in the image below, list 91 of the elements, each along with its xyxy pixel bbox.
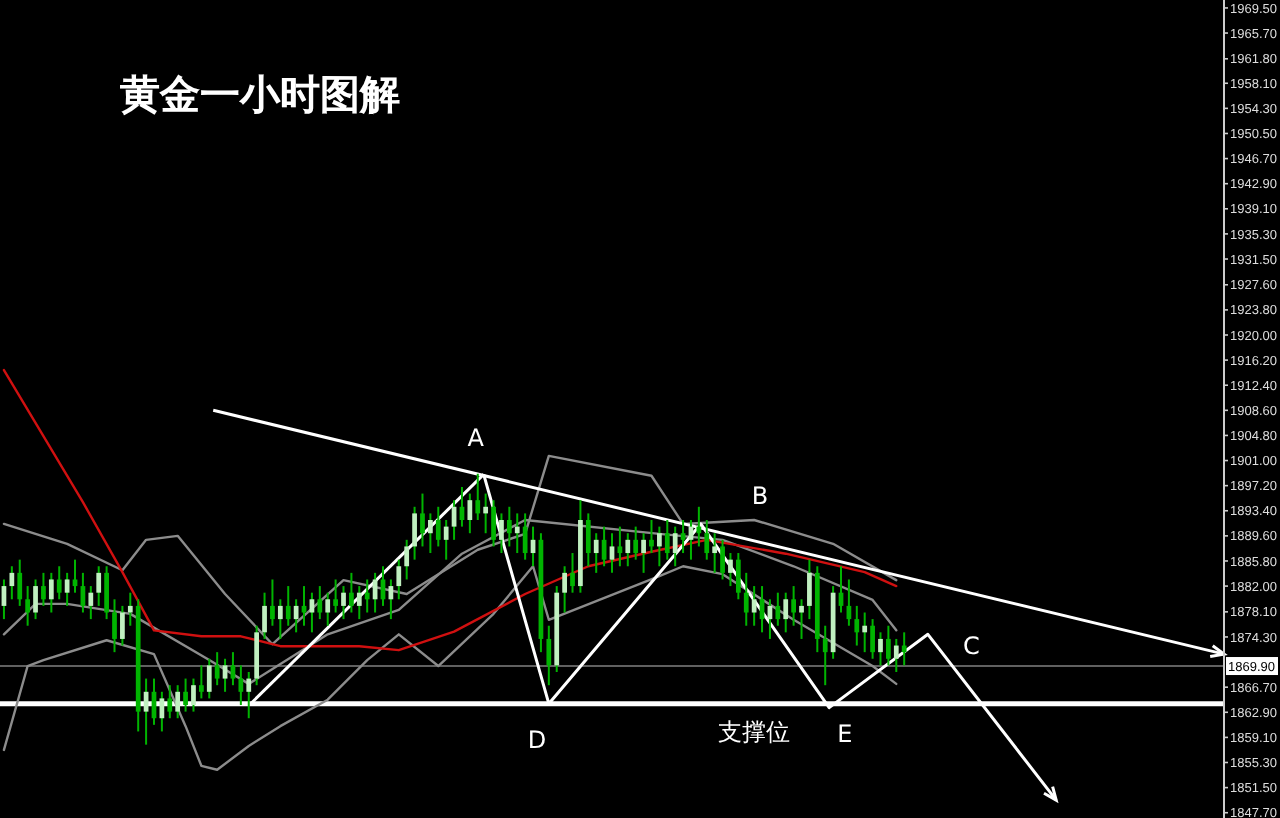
candlestick — [712, 532, 718, 574]
candlestick — [633, 525, 639, 561]
candlestick — [277, 598, 283, 640]
candlestick — [435, 505, 441, 548]
candlestick — [546, 624, 552, 687]
candlestick — [886, 624, 891, 667]
candlestick — [799, 598, 804, 640]
candlestick — [270, 578, 275, 627]
candlestick — [570, 552, 575, 594]
candlestick — [356, 585, 362, 621]
candlestick — [96, 565, 102, 607]
candlestick — [562, 565, 567, 614]
candlestick — [791, 585, 796, 627]
candlestick — [862, 611, 868, 654]
candlestick — [514, 512, 520, 555]
candlestick — [9, 565, 15, 601]
candlestick — [878, 631, 883, 667]
candlestick — [775, 591, 781, 627]
candlestick — [901, 631, 907, 667]
candlestick — [364, 578, 370, 614]
candlestick — [870, 618, 875, 660]
annotation: C — [962, 632, 980, 661]
candlestick — [491, 499, 496, 548]
candlestick — [56, 565, 62, 601]
candlestick — [467, 492, 473, 535]
candlestick — [428, 512, 433, 555]
candlestick — [191, 677, 196, 713]
candlestick — [443, 519, 449, 561]
candlestick — [483, 492, 489, 535]
ref-line-label: 支撑位 — [718, 717, 791, 746]
candlestick — [704, 519, 710, 561]
candlestick — [664, 519, 670, 561]
candlestick — [88, 585, 94, 621]
candlestick — [641, 532, 646, 574]
candlestick — [506, 505, 512, 548]
annotation: B — [751, 482, 769, 511]
annotation: A — [467, 424, 486, 453]
candlestick — [522, 512, 528, 561]
candlestick — [751, 585, 757, 627]
candlestick — [167, 684, 173, 720]
candlestick — [301, 585, 307, 627]
candlestick — [720, 538, 725, 581]
candlestick — [822, 624, 828, 687]
candlestick — [728, 552, 733, 588]
candlestick — [254, 624, 260, 687]
candlestick — [285, 585, 291, 627]
candlestick — [475, 472, 481, 521]
candlestick — [325, 591, 331, 627]
candlestick — [657, 525, 662, 568]
candlestick — [696, 505, 702, 548]
candlestick — [341, 585, 346, 621]
candlestick — [420, 492, 425, 548]
candlestick — [783, 591, 789, 634]
candlestick — [649, 519, 654, 555]
candlestick — [41, 571, 46, 607]
candlestick — [625, 532, 631, 568]
candlestick — [183, 677, 188, 713]
candlestick — [262, 591, 267, 640]
candlestick — [48, 571, 54, 614]
candlestick — [672, 525, 678, 568]
candlestick — [349, 571, 354, 614]
line-series — [2, 368, 898, 652]
candlestick — [238, 664, 244, 707]
candlestick — [199, 664, 204, 700]
annotation: D — [527, 726, 547, 755]
candlestick — [206, 657, 212, 700]
candlestick — [854, 604, 860, 647]
candlestick — [120, 604, 125, 647]
candlestick — [17, 558, 23, 607]
candlestick — [396, 558, 402, 601]
candlestick — [735, 552, 741, 601]
candlestick — [743, 571, 749, 627]
candlestick — [317, 585, 323, 621]
candlestick — [104, 565, 109, 621]
candlestick — [333, 578, 338, 614]
candlestick — [412, 505, 417, 561]
text: 黄金一小时图解 — [118, 70, 400, 118]
annotation: E — [837, 720, 853, 749]
candlestick — [246, 670, 252, 720]
candlestick — [617, 525, 623, 568]
candlestick — [112, 598, 117, 654]
candlestick — [25, 585, 31, 627]
candlestick — [404, 538, 410, 581]
candlestick — [175, 684, 181, 720]
candlestick — [72, 558, 78, 594]
candlestick — [214, 651, 220, 687]
candlestick — [585, 512, 591, 568]
candlestick — [893, 637, 899, 673]
candlestick — [499, 512, 504, 555]
candlestick — [680, 519, 686, 555]
candlestick — [33, 578, 38, 621]
